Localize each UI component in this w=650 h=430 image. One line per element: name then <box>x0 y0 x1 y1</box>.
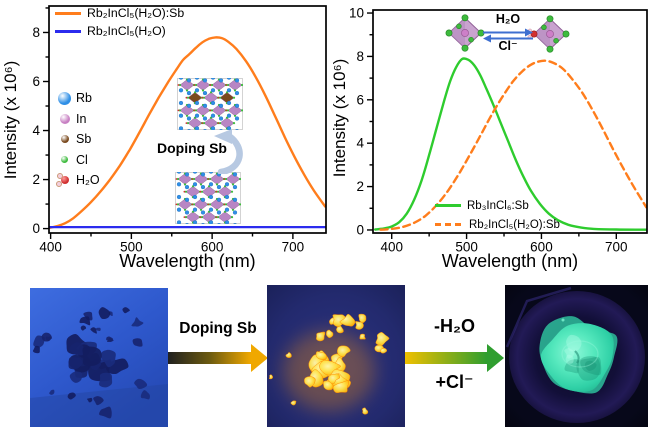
legend-item: In <box>57 109 100 130</box>
legend-label: Rb₂InCl₅(H₂O):Sb <box>469 218 560 231</box>
crystal-structure-doped-inset <box>177 78 243 130</box>
photo-sb-doped-crystals-uv <box>267 285 405 427</box>
y-tick-label: 0 <box>32 221 40 236</box>
series-curve-0 <box>49 36 326 230</box>
doping-curved-arrow-icon <box>214 129 243 174</box>
legend-item: Rb₂InCl₅(H₂O) <box>55 22 184 40</box>
left-y-axis-label: Intensity (x 10⁶) <box>1 60 20 180</box>
orange-dash-swatch <box>435 223 463 226</box>
photo-converted-powder-uv <box>505 285 648 427</box>
x-tick-label: 500 <box>455 240 478 255</box>
y-tick-label: 6 <box>32 74 40 89</box>
x-tick-label: 500 <box>120 240 143 255</box>
atom-label: H₂O <box>76 173 100 188</box>
legend-item: Rb <box>57 88 100 109</box>
atom-label: Sb <box>76 132 92 147</box>
reaction-reverse-label: Cl⁻ <box>498 39 518 53</box>
in-atom-icon <box>59 113 70 124</box>
series-curve-0 <box>374 57 647 231</box>
x-tick-label: 700 <box>282 240 305 255</box>
series-group <box>374 57 647 231</box>
conversion-gradient-arrow-icon <box>405 344 504 372</box>
plot-border <box>48 5 327 234</box>
chloride-label: +Cl⁻ <box>435 372 474 392</box>
atom-label: Cl <box>76 152 88 167</box>
legend-item: Cl <box>57 150 100 171</box>
atom-legend: Rb In Sb Cl H₂O <box>55 88 100 191</box>
cl-atom-icon <box>61 156 68 164</box>
y-tick-label: 10 <box>349 6 364 21</box>
legend-item: Rb₃InCl₆:Sb <box>435 196 560 215</box>
atom-label: In <box>76 111 87 126</box>
photo-undoped-crystals-uv <box>30 288 168 427</box>
series-group <box>49 36 326 230</box>
atom-label: Rb <box>76 91 92 106</box>
x-tick-label: 600 <box>530 240 553 255</box>
right-chart-panel: 400 500 600 700 0 2 4 6 8 10 Intensity (x 10⁶) Wa… <box>330 0 650 285</box>
legend-item: Sb <box>57 129 100 150</box>
rb-atom-icon <box>58 91 71 105</box>
legend-label: Rb₂InCl₅(H₂O) <box>87 24 166 38</box>
left-spectrum-plot: 400 500 600 700 0 2 4 6 8 <box>32 5 327 255</box>
legend-item: H₂O <box>55 170 100 191</box>
left-chart-panel: 400 500 600 700 0 2 4 6 8 Intensity (x 10⁶) Wave… <box>0 0 330 285</box>
y-tick-label: 4 <box>32 123 40 138</box>
octahedra-equilibrium-inset <box>445 14 570 53</box>
doping-sb-inset-label: Doping Sb <box>157 140 227 156</box>
orange-line-swatch <box>55 11 81 15</box>
left-x-axis-label: Wavelength (nm) <box>119 251 256 271</box>
legend-item: Rb₂InCl₅(H₂O):Sb <box>55 4 184 22</box>
legend-item: Rb₂InCl₅(H₂O):Sb <box>435 215 560 234</box>
reaction-forward-label: H₂O <box>495 12 521 26</box>
legend-label: Rb₃InCl₆:Sb <box>467 199 529 212</box>
dehydration-label: -H₂O <box>434 316 475 336</box>
crystal-structure-pristine-inset <box>175 172 241 224</box>
series-curve-1 <box>379 59 647 231</box>
sb-atom-icon <box>60 135 69 144</box>
left-chart-legend: Rb₂InCl₅(H₂O):Sb Rb₂InCl₅(H₂O) <box>55 4 184 40</box>
x-tick-label: 600 <box>201 240 224 255</box>
x-tick-label: 400 <box>39 240 62 255</box>
doping-arrow-label: Doping Sb <box>179 320 257 337</box>
x-tick-label: 700 <box>605 240 628 255</box>
x-tick-label: 400 <box>380 240 403 255</box>
h2o-molecule-icon <box>55 173 69 188</box>
y-tick-label: 6 <box>356 92 364 107</box>
y-tick-label: 2 <box>32 172 40 187</box>
right-chart-legend: Rb₃InCl₆:Sb Rb₂InCl₅(H₂O):Sb <box>435 196 560 234</box>
y-tick-label: 2 <box>356 179 364 194</box>
legend-label: Rb₂InCl₅(H₂O):Sb <box>87 6 185 20</box>
doping-gradient-arrow-icon <box>168 344 268 372</box>
right-y-axis-label: Intensity (x 10⁶) <box>330 58 349 178</box>
y-tick-label: 0 <box>356 222 364 237</box>
y-tick-label: 4 <box>356 136 364 151</box>
right-spectrum-plot: 400 500 600 700 0 2 4 6 8 10 <box>349 6 648 255</box>
green-line-swatch <box>435 204 461 207</box>
y-tick-label: 8 <box>356 49 364 64</box>
right-x-axis-label: Wavelength (nm) <box>441 251 579 271</box>
y-tick-label: 8 <box>32 25 40 40</box>
blue-line-swatch <box>55 29 81 33</box>
